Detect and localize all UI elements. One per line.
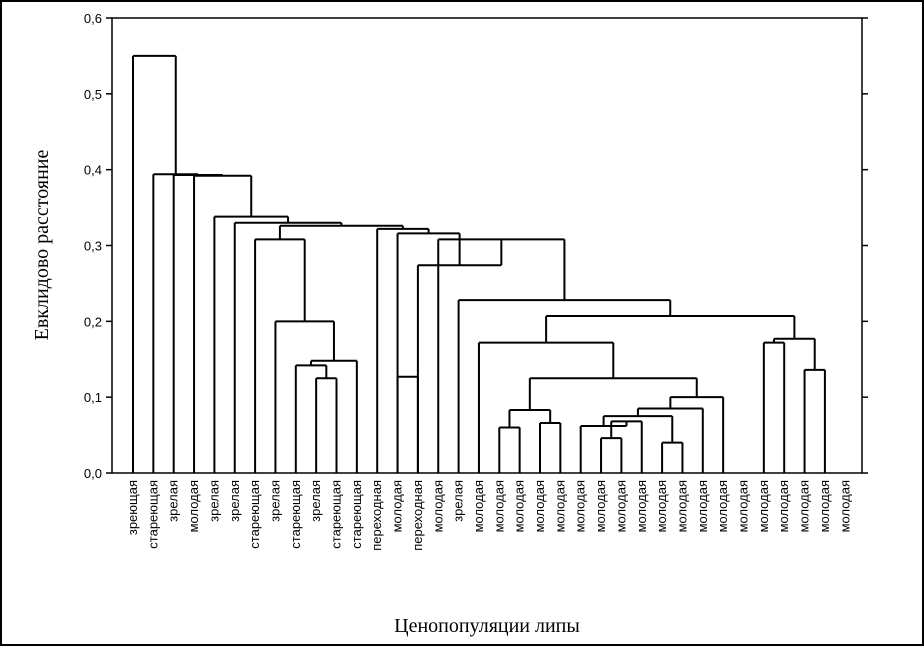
dendrogram-link (661, 441, 684, 473)
dendrogram-link (396, 232, 461, 473)
plot-area (111, 17, 863, 474)
dendrogram-link (274, 320, 335, 473)
dendrogram-link (437, 238, 566, 473)
leaf-label: молодая (715, 480, 730, 532)
dendrogram-link (294, 364, 328, 473)
leaf-label: зрелая (166, 480, 181, 522)
dendrogram-link (579, 421, 628, 473)
y-tick-label: 0,6 (84, 11, 102, 26)
dendrogram-link (315, 377, 338, 473)
y-tick-label: 0,5 (84, 87, 102, 102)
leaf-label: стареющая (329, 480, 344, 549)
dendrogram-link (528, 377, 698, 411)
leaf-label: молодая (186, 480, 201, 532)
dendrogram-link (600, 437, 623, 473)
dendrogram-link (762, 341, 786, 473)
leaf-label: молодая (512, 480, 527, 532)
y-axis-title: Евклидово расстояние (31, 150, 53, 341)
leaf-label: молодая (552, 480, 567, 532)
leaf-label: стареющая (288, 480, 303, 549)
y-axis: 0,0 0,1 0,2 0,3 0,4 0,5 0,6 (84, 11, 868, 481)
leaf-label: молодая (634, 480, 649, 532)
leaf-label: молодая (613, 480, 628, 532)
dendrogram-link (213, 215, 290, 473)
y-tick-label: 0,0 (84, 466, 102, 481)
dendrogram-link (457, 299, 672, 473)
leaf-label: молодая (736, 480, 751, 532)
leaf-label: переходная (369, 480, 384, 551)
leaf-label: молодая (593, 480, 608, 532)
dendrogram-link (498, 426, 521, 473)
dendrogram-link (539, 421, 562, 473)
y-tick-label: 0,2 (84, 314, 102, 329)
leaf-label: молодая (654, 480, 669, 532)
dendrogram-link (669, 396, 725, 473)
dendrogram-link (545, 315, 796, 343)
y-tick-label: 0,1 (84, 390, 102, 405)
leaf-label: молодая (797, 480, 812, 532)
dendrogram-link (254, 238, 306, 473)
dendrogram-link (152, 173, 200, 473)
dendrogram-link (416, 239, 503, 473)
dendrogram-link (233, 221, 343, 473)
leaf-label: молодая (674, 480, 689, 532)
x-axis-title: Ценопопуляции липы (394, 615, 580, 637)
dendrogram-link (636, 407, 704, 473)
leaf-label: зреющая (125, 480, 140, 535)
leaf-label: зрелая (227, 480, 242, 522)
dendrogram-link (193, 174, 253, 473)
dendrogram-link (803, 368, 826, 473)
leaf-label: молодая (491, 480, 506, 532)
leaf-label: молодая (532, 480, 547, 532)
leaf-label: стареющая (349, 480, 364, 549)
leaf-label: зрелая (206, 480, 221, 522)
dendrogram-links (132, 54, 826, 473)
leaf-label: молодая (390, 480, 405, 532)
dendrogram-link (376, 227, 430, 473)
dendrogram-link (477, 341, 615, 473)
dendrogram-link (508, 409, 552, 428)
y-tick-label: 0,4 (84, 163, 102, 178)
leaf-label: молодая (817, 480, 832, 532)
leaf-label: молодая (756, 480, 771, 532)
dendrogram-link (610, 420, 643, 473)
leaf-label: зрелая (308, 480, 323, 522)
leaf-label: молодая (837, 480, 852, 532)
leaf-labels: зреющая стареющая зрелая молодая зрелая зрела… (125, 480, 852, 551)
leaf-label: зрелая (451, 480, 466, 522)
leaf-label: зрелая (267, 480, 282, 522)
leaf-label: стареющая (145, 480, 160, 549)
leaf-label: молодая (695, 480, 710, 532)
leaf-label: молодая (471, 480, 486, 532)
leaf-label: переходная (410, 480, 425, 551)
y-tick-label: 0,3 (84, 239, 102, 254)
leaf-label: стареющая (247, 480, 262, 549)
dendrogram-link (310, 359, 358, 473)
leaf-label: молодая (573, 480, 588, 532)
leaf-label: молодая (776, 480, 791, 532)
dendrogram-link (396, 375, 419, 473)
dendrogram-link (132, 54, 177, 473)
leaf-label: молодая (430, 480, 445, 532)
